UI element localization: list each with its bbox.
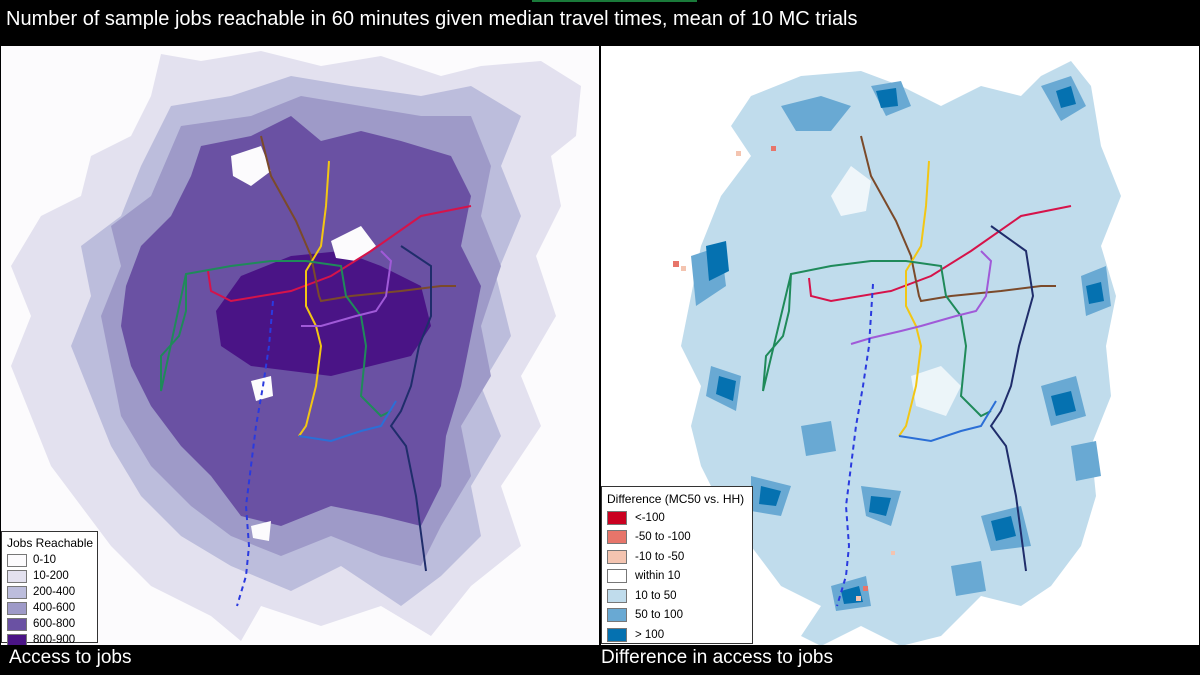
- transit-line-red: [808, 205, 1072, 303]
- legend-swatch: [607, 510, 627, 525]
- legend-swatch: [7, 633, 27, 645]
- transit-line-purple: [850, 250, 993, 345]
- legend-swatch: [607, 627, 627, 642]
- map-hole: [231, 146, 271, 186]
- legend-label: -10 to -50: [635, 550, 685, 563]
- transit-line-blue-dashed: [836, 283, 874, 607]
- legend-swatch: [7, 617, 27, 631]
- transit-line-brown: [860, 135, 1056, 303]
- legend-label: within 10: [635, 570, 681, 583]
- legend-swatch: [7, 585, 27, 599]
- legend-swatch: [607, 608, 627, 623]
- transit-line-brown: [260, 135, 456, 303]
- difference-map-panel: Difference (MC50 vs. HH) <-100 -50 to -1…: [601, 46, 1199, 645]
- diff-zone-negative: [673, 146, 895, 601]
- legend-item: 0-10: [7, 552, 92, 568]
- legend-label: 50 to 100: [635, 609, 683, 622]
- transit-line-yellow: [298, 160, 330, 437]
- access-map: [1, 46, 599, 645]
- legend-title: Jobs Reachable: [7, 536, 94, 550]
- transit-network-right: [762, 135, 1072, 607]
- legend-label: 800-900: [33, 634, 76, 645]
- legend-label: 600-800: [33, 618, 76, 630]
- legend-swatch: [607, 588, 627, 603]
- legend-item: 200-400: [7, 584, 92, 600]
- legend-label: -50 to -100: [635, 531, 691, 544]
- transit-line-green: [762, 260, 992, 418]
- jobs-zone-800-900: [216, 251, 431, 376]
- legend-label: <-100: [635, 511, 665, 524]
- legend-swatch: [7, 601, 27, 615]
- transit-line-purple: [301, 250, 393, 327]
- diff-zone-within-10: [911, 366, 961, 416]
- left-panel-caption: Access to jobs: [9, 647, 132, 668]
- transit-line-navy: [389, 245, 432, 572]
- legend-item: 50 to 100: [607, 606, 747, 626]
- legend-item: > 100: [607, 625, 747, 645]
- map-hole: [251, 376, 273, 401]
- right-panel-caption: Difference in access to jobs: [601, 647, 833, 668]
- legend-item: -10 to -50: [607, 547, 747, 567]
- legend-label: 0-10: [33, 554, 57, 566]
- header-accent-bar: [532, 0, 697, 2]
- legend-item: 600-800: [7, 616, 92, 632]
- diff-zone-10-to-50: [681, 61, 1121, 645]
- legend-item: 800-900: [7, 632, 92, 645]
- transit-line-blue-dashed: [236, 300, 274, 607]
- legend-item: 400-600: [7, 600, 92, 616]
- legend-swatch: [607, 530, 627, 545]
- legend-item: <-100: [607, 508, 747, 528]
- legend-swatch: [607, 569, 627, 584]
- legend-title: Difference (MC50 vs. HH): [607, 492, 745, 506]
- transit-line-green: [160, 260, 392, 418]
- transit-line-yellow: [898, 160, 930, 437]
- legend-label: 10-200: [33, 570, 69, 582]
- transit-line-blue: [298, 400, 397, 443]
- legend-label: 200-400: [33, 586, 76, 598]
- diff-zone-over-100: [706, 86, 1104, 604]
- legend-item: 10-200: [7, 568, 92, 584]
- legend-item: within 10: [607, 567, 747, 587]
- legend-swatch: [7, 553, 27, 567]
- diff-zone-within-10: [831, 166, 871, 216]
- map-hole: [331, 226, 376, 261]
- legend-label: 10 to 50: [635, 589, 677, 602]
- legend-item: -50 to -100: [607, 528, 747, 548]
- legend-swatch: [7, 569, 27, 583]
- transit-line-navy: [989, 225, 1035, 572]
- transit-line-red: [207, 205, 472, 303]
- map-hole: [251, 521, 271, 541]
- legend-swatch: [607, 549, 627, 564]
- legend-item: 10 to 50: [607, 586, 747, 606]
- transit-line-blue: [898, 400, 997, 443]
- legend-label: 400-600: [33, 602, 76, 614]
- page-title: Number of sample jobs reachable in 60 mi…: [6, 8, 858, 30]
- legend-label: > 100: [635, 628, 665, 641]
- difference-legend: Difference (MC50 vs. HH) <-100 -50 to -1…: [601, 486, 753, 644]
- transit-network: [160, 135, 472, 607]
- access-map-panel: Jobs Reachable 0-10 10-200 200-400 400-6…: [1, 46, 599, 645]
- jobs-reachable-legend: Jobs Reachable 0-10 10-200 200-400 400-6…: [1, 531, 98, 645]
